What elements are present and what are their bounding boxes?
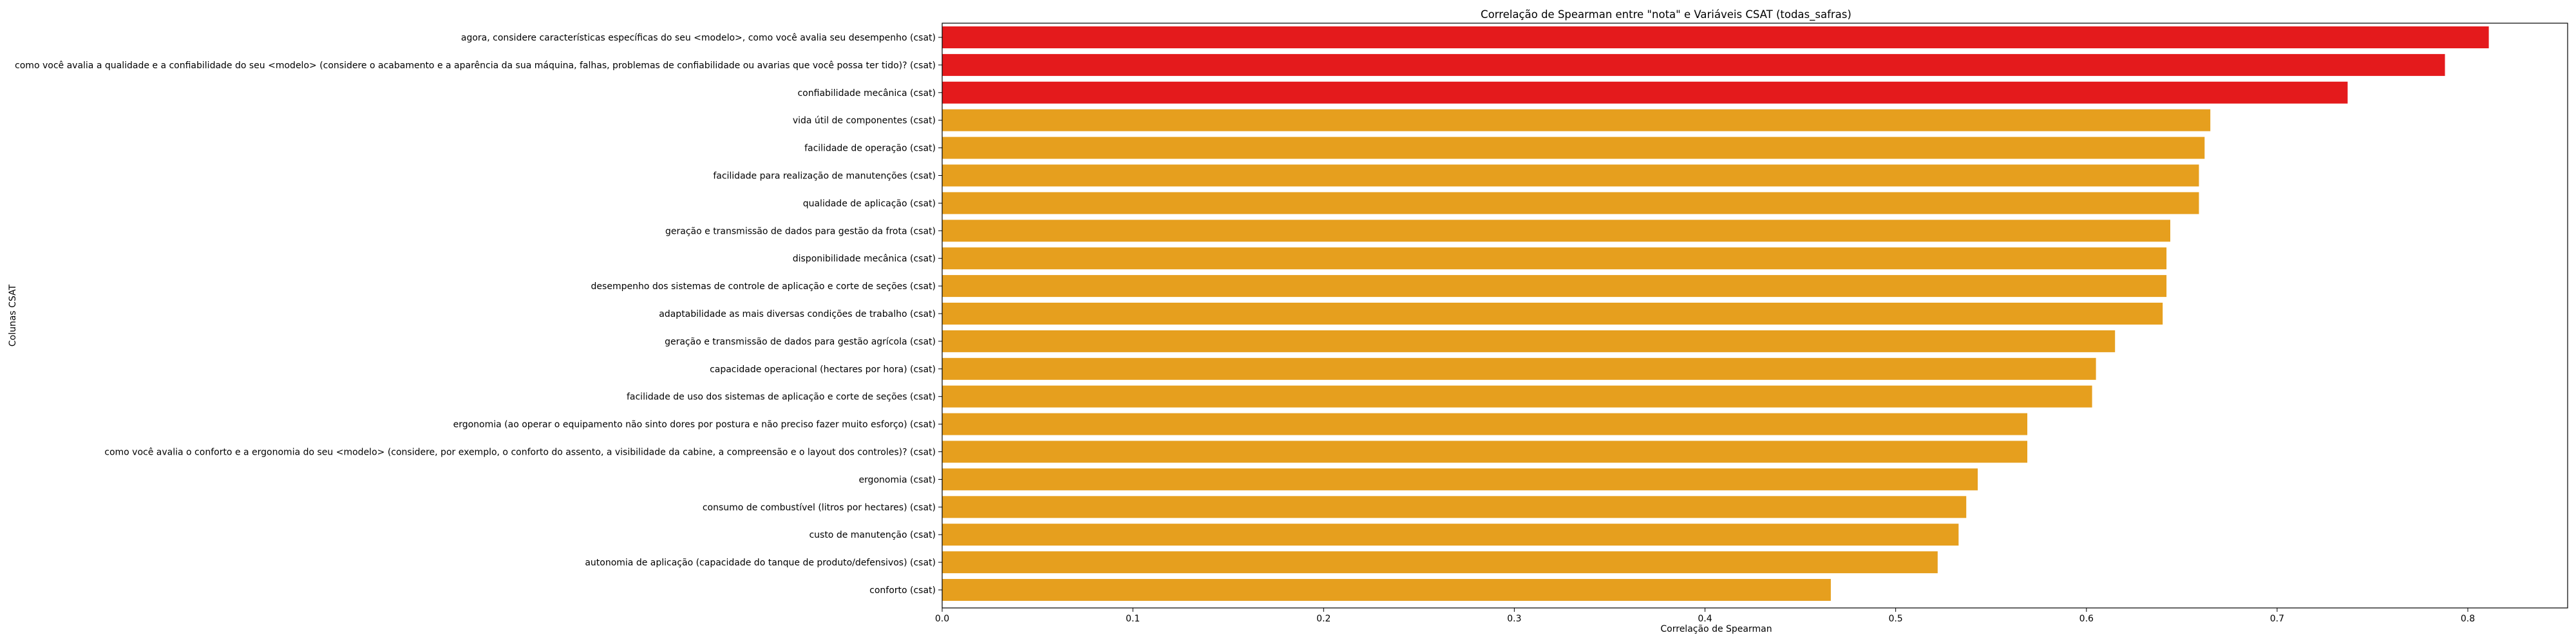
bar bbox=[942, 468, 1978, 491]
bar bbox=[942, 524, 1959, 546]
bar bbox=[942, 247, 2167, 270]
y-tick-label: facilidade para realização de manutençõe… bbox=[713, 171, 936, 182]
bar bbox=[942, 330, 2116, 352]
bar bbox=[942, 137, 2205, 159]
x-tick-label: 0.5 bbox=[1888, 614, 1902, 624]
bar bbox=[942, 551, 1938, 574]
y-tick-label: vida útil de componentes (csat) bbox=[793, 116, 936, 126]
y-tick-label: facilidade de operação (csat) bbox=[804, 144, 936, 154]
x-axis-title: Correlação de Spearman bbox=[1660, 624, 1772, 634]
plot-frame bbox=[942, 23, 2568, 609]
bar bbox=[942, 164, 2199, 187]
chart-title: Correlação de Spearman entre "nota" e Va… bbox=[1481, 8, 1852, 21]
x-axis-ticks: 0.0 0.1 0.2 0.3 0.4 0.5 0.6 0.7 0.8 bbox=[935, 608, 2475, 624]
bar bbox=[942, 53, 2445, 76]
y-axis-title: Colunas CSAT bbox=[8, 284, 18, 346]
y-tick-label: facilidade de uso dos sistemas de aplica… bbox=[627, 392, 936, 402]
y-tick-label: qualidade de aplicação (csat) bbox=[803, 198, 936, 209]
y-tick-label: ergonomia (csat) bbox=[858, 475, 936, 485]
y-tick-label: adaptabilidade as mais diversas condiçõe… bbox=[659, 309, 936, 319]
x-tick-label: 0.3 bbox=[1507, 614, 1521, 624]
bar bbox=[942, 192, 2199, 214]
bar bbox=[942, 496, 1967, 518]
y-tick-label: disponibilidade mecânica (csat) bbox=[793, 254, 936, 264]
y-tick-label: capacidade operacional (hectares por hor… bbox=[710, 365, 936, 375]
bar bbox=[942, 275, 2167, 298]
y-tick-label: geração e transmissão de dados para gest… bbox=[665, 337, 936, 347]
x-tick-label: 0.0 bbox=[935, 614, 949, 624]
y-tick-label: geração e transmissão de dados para gest… bbox=[665, 226, 936, 236]
x-tick-label: 0.8 bbox=[2461, 614, 2475, 624]
y-tick-label: desempenho dos sistemas de controle de a… bbox=[591, 281, 936, 292]
bar bbox=[942, 26, 2489, 48]
y-tick-label: autonomia de aplicação (capacidade do ta… bbox=[585, 558, 936, 568]
y-tick-label: agora, considere características específ… bbox=[461, 33, 936, 43]
y-tick-label: custo de manutenção (csat) bbox=[809, 530, 936, 540]
bar bbox=[942, 81, 2348, 104]
y-tick-label: consumo de combustível (litros por hecta… bbox=[703, 502, 936, 513]
y-tick-label: confiabilidade mecânica (csat) bbox=[797, 88, 936, 99]
y-tick-label: como você avalia o conforto e a ergonomi… bbox=[104, 448, 936, 458]
bar bbox=[942, 579, 1831, 601]
x-tick-label: 0.7 bbox=[2270, 614, 2284, 624]
bar bbox=[942, 440, 2027, 463]
bar bbox=[942, 303, 2163, 325]
y-tick-label: ergonomia (ao operar o equipamento não s… bbox=[453, 420, 936, 430]
bar bbox=[942, 385, 2092, 408]
y-axis-ticks: agora, considere características específ… bbox=[15, 33, 942, 596]
bar bbox=[942, 413, 2027, 435]
x-tick-label: 0.4 bbox=[1698, 614, 1712, 624]
bar bbox=[942, 109, 2211, 131]
bars-group bbox=[942, 26, 2489, 601]
bar bbox=[942, 357, 2096, 380]
bar bbox=[942, 220, 2170, 242]
x-tick-label: 0.1 bbox=[1126, 614, 1140, 624]
y-tick-label: conforto (csat) bbox=[869, 585, 936, 596]
x-tick-label: 0.2 bbox=[1316, 614, 1331, 624]
y-tick-label: como você avalia a qualidade e a confiab… bbox=[15, 61, 936, 71]
x-tick-label: 0.6 bbox=[2079, 614, 2094, 624]
